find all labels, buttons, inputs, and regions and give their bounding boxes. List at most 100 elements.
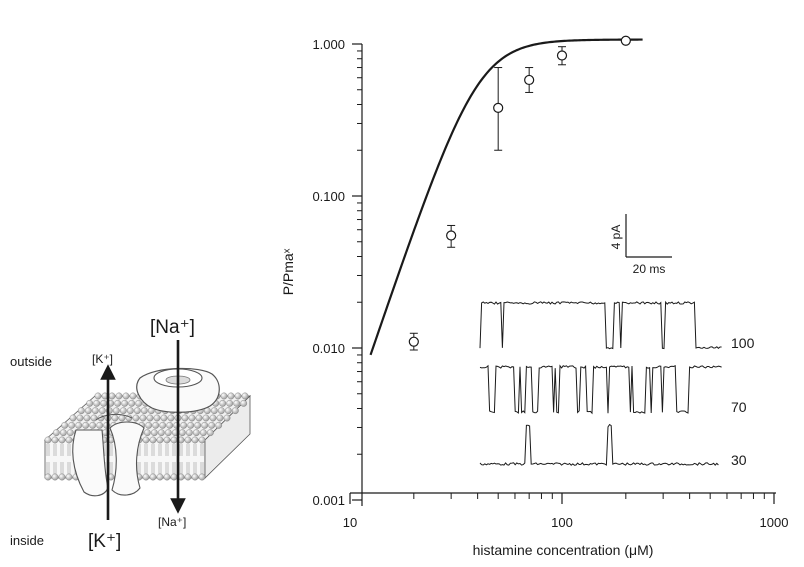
lipid-head xyxy=(119,407,127,415)
lipid-head xyxy=(52,429,60,437)
y-ticks: 0.001 0.010 0.100 1.000 xyxy=(312,37,362,508)
lipid-head xyxy=(82,421,90,429)
fit-curve xyxy=(369,38,643,356)
lipid-head xyxy=(181,414,189,422)
lipid-head xyxy=(187,421,195,429)
lipid-head xyxy=(122,392,130,400)
lipid-head xyxy=(210,407,218,415)
lipid-head xyxy=(184,436,192,444)
lipid-head xyxy=(142,473,150,481)
lipid-head xyxy=(233,399,241,407)
lipid-head xyxy=(170,436,178,444)
lipid-head xyxy=(224,407,232,415)
lipid-head xyxy=(215,421,223,429)
trace-label-70: 70 xyxy=(731,399,747,415)
lipid-head xyxy=(96,421,104,429)
trace-70 xyxy=(479,364,722,415)
lipid-head xyxy=(199,429,207,437)
lipid-head xyxy=(129,392,137,400)
x-tick-label: 1000 xyxy=(760,515,789,530)
lipid-head xyxy=(58,473,66,481)
outside-label: outside xyxy=(10,354,52,369)
lipid-head xyxy=(198,436,206,444)
lipid-head xyxy=(201,421,209,429)
lipid-head xyxy=(100,399,108,407)
lipid-head xyxy=(84,407,92,415)
lipid-head xyxy=(163,436,171,444)
lipid-head xyxy=(191,436,199,444)
lipid-head xyxy=(166,421,174,429)
scale-bar: 4 pA 20 ms xyxy=(609,214,672,276)
lipid-head xyxy=(219,399,227,407)
scale-time-label: 20 ms xyxy=(633,262,666,276)
scale-current-label: 4 pA xyxy=(609,225,623,250)
lipid-head xyxy=(149,436,157,444)
chart: 0.001 0.010 0.100 1.000 10 100 1000 histamine… xyxy=(280,35,789,558)
lipid-head xyxy=(89,421,97,429)
lipid-head xyxy=(114,399,122,407)
lipid-head xyxy=(241,392,249,400)
lipid-head xyxy=(216,414,224,422)
lipid-head xyxy=(51,473,59,481)
lipid-head xyxy=(66,429,74,437)
lipid-head xyxy=(65,436,73,444)
lipid-head xyxy=(135,399,143,407)
x-axis-label: histamine concentration (μM) xyxy=(473,542,654,558)
lipid-head xyxy=(126,407,134,415)
inset-traces: 4 pA 20 ms 100 70 30 xyxy=(479,214,755,468)
lipid-head xyxy=(152,421,160,429)
lipid-head xyxy=(142,436,150,444)
lipid-head xyxy=(170,473,178,481)
lipid-head xyxy=(111,414,119,422)
lipid-head xyxy=(128,399,136,407)
trace-label-100: 100 xyxy=(731,335,755,351)
lipid-head xyxy=(132,414,140,422)
lipid-head xyxy=(159,421,167,429)
lipid-head xyxy=(198,473,206,481)
x-tick-label: 100 xyxy=(551,515,573,530)
lipid-head xyxy=(156,436,164,444)
k-label-top: [K⁺] xyxy=(92,352,113,366)
lipid-head xyxy=(91,407,99,415)
lipid-head xyxy=(163,473,171,481)
lipid-head xyxy=(150,429,158,437)
y-tick-label: 0.010 xyxy=(312,341,345,356)
x-tick-label: 10 xyxy=(343,515,357,530)
lipid-head xyxy=(184,473,192,481)
lipid-head xyxy=(115,392,123,400)
lipid-head xyxy=(51,436,59,444)
lipid-head xyxy=(69,414,77,422)
lipid-head xyxy=(185,429,193,437)
y-axis-label: P/Pmaˣ xyxy=(280,248,296,295)
data-point xyxy=(620,35,631,46)
lipid-head xyxy=(194,421,202,429)
lipid-head xyxy=(223,414,231,422)
lipid-head xyxy=(90,414,98,422)
lipid-head xyxy=(164,429,172,437)
lipid-head xyxy=(139,414,147,422)
data-point xyxy=(493,102,504,113)
lipid-head xyxy=(58,436,66,444)
lipid-head xyxy=(143,429,151,437)
lipid-head xyxy=(208,421,216,429)
lipid-head xyxy=(240,399,248,407)
y-tick-label: 1.000 xyxy=(312,37,345,52)
lipid-head xyxy=(149,473,157,481)
lipid-head xyxy=(93,399,101,407)
trace-label-30: 30 xyxy=(731,452,747,468)
lipid-head xyxy=(217,407,225,415)
y-tick-label: 0.100 xyxy=(312,189,345,204)
lipid-head xyxy=(121,399,129,407)
lipid-head xyxy=(145,421,153,429)
inside-label: inside xyxy=(10,533,44,548)
lipid-head xyxy=(202,414,210,422)
data-point xyxy=(408,336,419,347)
lipid-head xyxy=(153,414,161,422)
membrane-diagram: outside inside [K⁺] [K⁺] [Na⁺] [Na⁺] xyxy=(10,317,251,552)
lipid-head xyxy=(206,429,214,437)
x-ticks: 10 100 1000 xyxy=(343,493,789,530)
lipid-head xyxy=(77,407,85,415)
lipid-head xyxy=(94,392,102,400)
lipid-head xyxy=(209,414,217,422)
